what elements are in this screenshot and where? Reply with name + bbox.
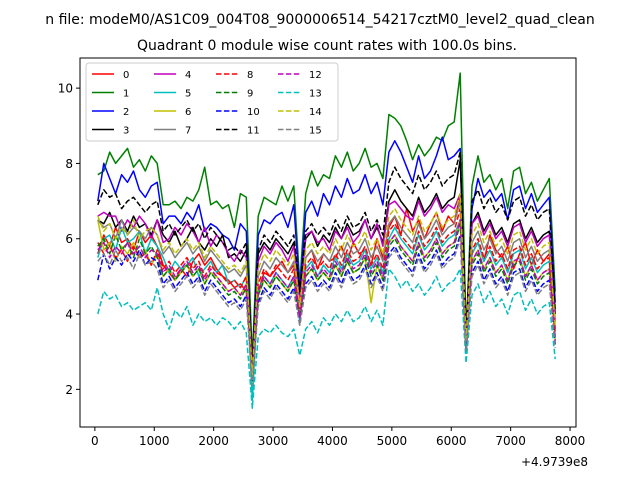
legend-item-3: 3	[92, 126, 129, 137]
y-tick-label: 6	[65, 232, 73, 246]
series-line-14	[97, 192, 556, 376]
legend-item-4: 4	[154, 70, 191, 81]
legend-label: 10	[247, 107, 260, 118]
plot-area	[79, 57, 577, 428]
series-line-9	[97, 222, 556, 379]
legend-item-9: 9	[216, 89, 253, 100]
x-tick-label: 2000	[198, 434, 229, 448]
y-tick-label: 10	[58, 82, 73, 96]
series-line-13	[97, 268, 556, 409]
legend-label: 15	[309, 126, 322, 137]
series-line-11	[97, 151, 556, 368]
y-tick-label: 2	[65, 383, 73, 397]
legend-item-11: 11	[216, 126, 260, 137]
legend-label: 9	[247, 89, 253, 100]
y-tick-label: 4	[65, 308, 73, 322]
x-tick-label: 5000	[377, 434, 408, 448]
legend-label: 1	[123, 89, 129, 100]
x-tick-label: 8000	[555, 434, 586, 448]
series-line-10	[97, 234, 556, 383]
legend-item-13: 13	[278, 89, 322, 100]
series-layer	[97, 72, 556, 409]
legend-item-7: 7	[154, 126, 191, 137]
x-axis: 0 1000 2000 3000 4000 5000 6000 7000 8000	[91, 427, 585, 448]
series-line-12	[97, 219, 556, 379]
x-offset-label: +4.9739e8	[521, 455, 588, 469]
y-axis: 2 4 6 8 10	[58, 82, 80, 397]
legend-item-15: 15	[278, 126, 322, 137]
series-line-5	[97, 219, 556, 402]
legend-item-8: 8	[216, 70, 253, 81]
legend-item-14: 14	[278, 107, 322, 118]
series-line-15	[97, 237, 556, 387]
y-tick-label: 8	[65, 157, 73, 171]
x-tick-label: 6000	[436, 434, 467, 448]
series-line-1	[97, 72, 556, 360]
series-line-8	[97, 207, 556, 376]
legend-label: 11	[247, 126, 260, 137]
legend-label: 7	[185, 126, 191, 137]
x-tick-label: 1000	[139, 434, 170, 448]
legend-item-6: 6	[154, 107, 191, 118]
legend-label: 0	[123, 70, 129, 81]
legend-item-2: 2	[92, 107, 129, 118]
series-line-2	[97, 136, 556, 368]
legend-label: 6	[185, 107, 191, 118]
legend-label: 8	[247, 70, 253, 81]
x-tick-label: 7000	[495, 434, 526, 448]
series-line-4	[97, 192, 556, 372]
plot-frame	[79, 57, 577, 428]
legend-label: 4	[185, 70, 191, 81]
legend-item-5: 5	[154, 89, 191, 100]
x-tick-label: 0	[91, 434, 99, 448]
legend-item-0: 0	[92, 70, 129, 81]
x-tick-label: 4000	[317, 434, 348, 448]
chart-title: Quadrant 0 module wise count rates with …	[137, 38, 517, 54]
legend-label: 14	[309, 107, 322, 118]
legend-label: 2	[123, 107, 129, 118]
x-tick-label: 3000	[258, 434, 289, 448]
legend-item-12: 12	[278, 70, 322, 81]
legend-frame	[85, 62, 339, 142]
chart-suptitle: n file: modeM0/AS1C09_004T08_9000006514_…	[45, 12, 594, 28]
legend-label: 13	[309, 89, 322, 100]
legend-label: 12	[309, 70, 322, 81]
legend-label: 5	[185, 89, 191, 100]
series-line-7	[97, 200, 556, 379]
legend-item-10: 10	[216, 107, 260, 118]
legend-label: 3	[123, 126, 129, 137]
legend-item-1: 1	[92, 89, 129, 100]
